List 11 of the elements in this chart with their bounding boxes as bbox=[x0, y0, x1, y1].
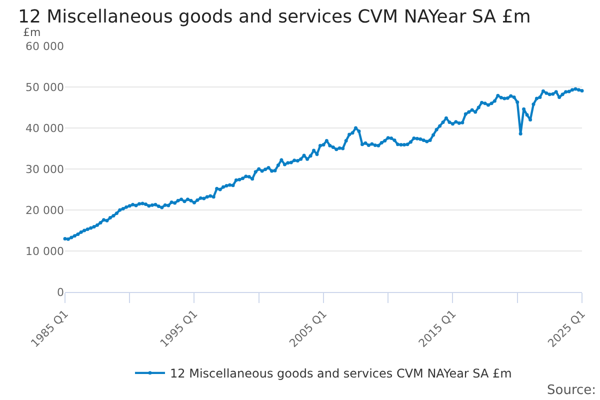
legend-label: 12 Miscellaneous goods and services CVM NAYear SA £m bbox=[170, 366, 512, 381]
y-tick-label: 20 000 bbox=[26, 204, 64, 217]
y-tick-label: 0 bbox=[57, 286, 64, 299]
y-tick-label: 50 000 bbox=[26, 80, 64, 94]
y-tick-label: 40 000 bbox=[26, 122, 64, 135]
y-tick-label: 30 000 bbox=[26, 162, 64, 176]
y-tick-label: 60 000 bbox=[26, 40, 64, 53]
y-tick-label: 10 000 bbox=[26, 244, 64, 258]
source-note: Source: bbox=[547, 383, 596, 398]
chart-title: 12 Miscellaneous goods and services CVM NAYear SA £m bbox=[18, 6, 531, 28]
y-axis-title: £m bbox=[23, 26, 41, 39]
